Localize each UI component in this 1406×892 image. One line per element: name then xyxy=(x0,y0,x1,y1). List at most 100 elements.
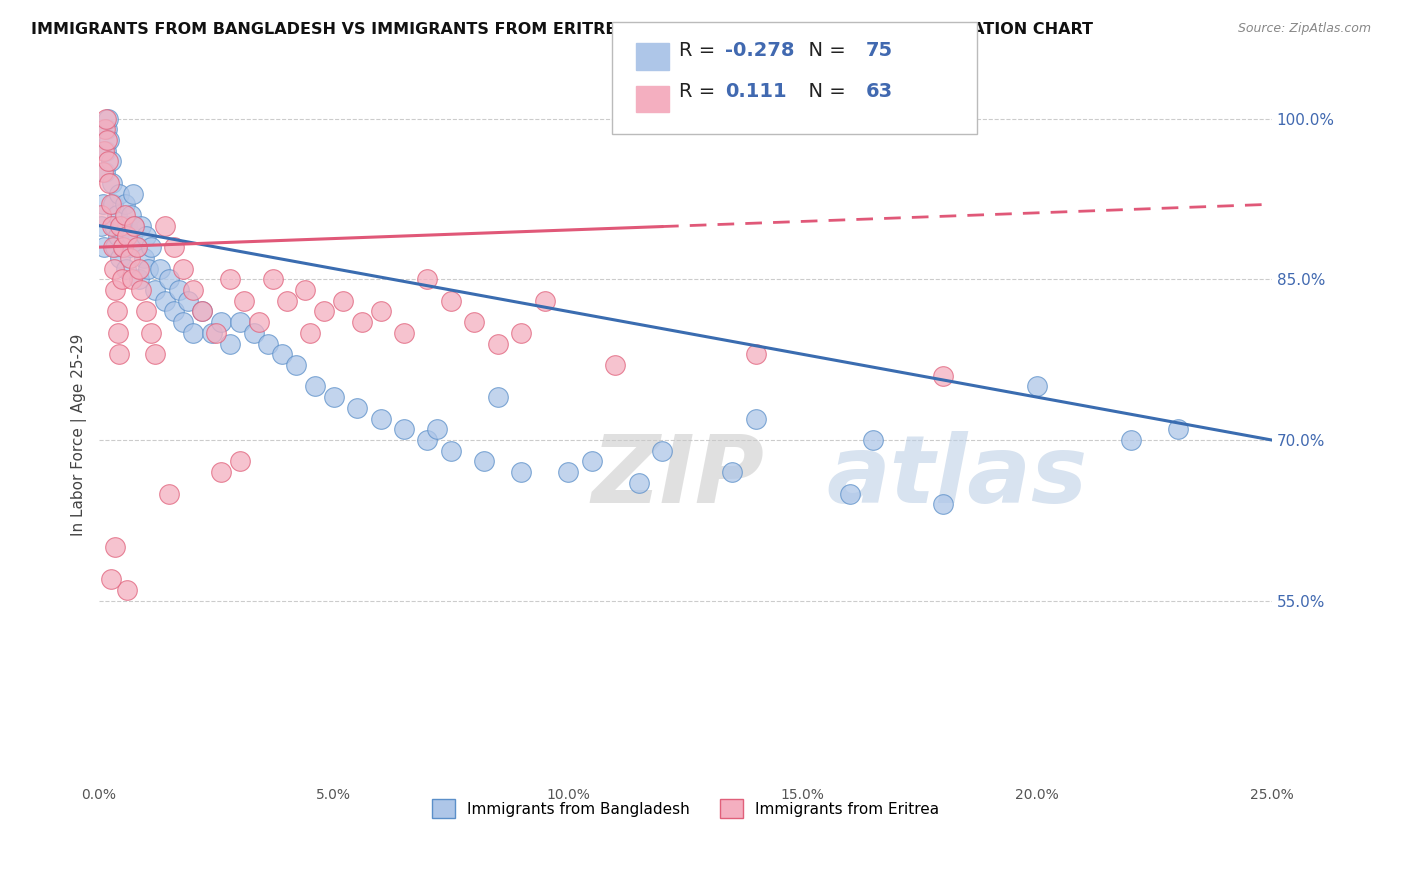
Point xyxy=(129,283,152,297)
Point xyxy=(114,197,136,211)
Text: atlas: atlas xyxy=(827,431,1087,523)
Point xyxy=(115,229,138,244)
Point xyxy=(101,197,124,211)
Point xyxy=(229,315,252,329)
Point xyxy=(157,486,180,500)
Point xyxy=(100,197,122,211)
Point xyxy=(486,336,509,351)
Point xyxy=(1121,433,1143,447)
Point xyxy=(97,154,120,169)
Point xyxy=(94,112,117,126)
Point xyxy=(209,315,232,329)
Point xyxy=(472,454,495,468)
Point xyxy=(98,133,121,147)
Point xyxy=(173,261,195,276)
Point xyxy=(233,293,256,308)
Point xyxy=(129,219,152,233)
Point xyxy=(191,304,214,318)
Point xyxy=(121,272,143,286)
Point xyxy=(163,304,186,318)
Point xyxy=(370,304,392,318)
Point xyxy=(1167,422,1189,436)
Point xyxy=(209,465,232,479)
Point xyxy=(121,229,143,244)
Point xyxy=(93,144,115,158)
Point xyxy=(93,122,115,136)
Text: Source: ZipAtlas.com: Source: ZipAtlas.com xyxy=(1237,22,1371,36)
Point xyxy=(101,219,124,233)
Point xyxy=(271,347,294,361)
Point xyxy=(603,358,626,372)
Point xyxy=(322,390,344,404)
Point xyxy=(294,283,316,297)
Point xyxy=(510,465,533,479)
Point xyxy=(118,251,141,265)
Point xyxy=(107,326,129,340)
Point xyxy=(110,219,132,233)
Point xyxy=(111,240,134,254)
Point xyxy=(440,443,463,458)
Point xyxy=(304,379,326,393)
Point xyxy=(247,315,270,329)
Text: N =: N = xyxy=(796,41,852,60)
Point xyxy=(128,261,150,276)
Point xyxy=(426,422,449,436)
Point xyxy=(157,272,180,286)
Point xyxy=(132,251,155,265)
Point xyxy=(139,240,162,254)
Point xyxy=(862,433,884,447)
Point xyxy=(581,454,603,468)
Point xyxy=(370,411,392,425)
Point xyxy=(122,219,145,233)
Point xyxy=(90,208,112,222)
Point xyxy=(107,186,129,201)
Text: -0.278: -0.278 xyxy=(725,41,794,60)
Point xyxy=(285,358,308,372)
Point xyxy=(229,454,252,468)
Point xyxy=(135,304,157,318)
Point xyxy=(143,283,166,297)
Point xyxy=(392,422,415,436)
Point xyxy=(173,315,195,329)
Point xyxy=(932,368,955,383)
Point xyxy=(100,154,122,169)
Point xyxy=(110,272,132,286)
Point xyxy=(114,208,136,222)
Point xyxy=(838,486,860,500)
Point xyxy=(167,283,190,297)
Point xyxy=(932,497,955,511)
Point xyxy=(104,283,127,297)
Point xyxy=(153,293,176,308)
Point xyxy=(101,176,124,190)
Point xyxy=(108,251,131,265)
Point xyxy=(93,240,115,254)
Point xyxy=(115,219,138,233)
Point xyxy=(314,304,336,318)
Point xyxy=(416,272,439,286)
Point xyxy=(143,347,166,361)
Y-axis label: In Labor Force | Age 25-29: In Labor Force | Age 25-29 xyxy=(72,334,87,536)
Point xyxy=(299,326,322,340)
Point xyxy=(163,240,186,254)
Point xyxy=(128,272,150,286)
Point xyxy=(350,315,373,329)
Point xyxy=(219,272,242,286)
Text: ZIP: ZIP xyxy=(592,431,765,523)
Point xyxy=(121,186,143,201)
Point xyxy=(96,133,118,147)
Point xyxy=(105,304,128,318)
Point xyxy=(93,165,115,179)
Point xyxy=(103,261,125,276)
Point xyxy=(1026,379,1049,393)
Point xyxy=(115,583,138,598)
Point xyxy=(90,219,112,233)
Point xyxy=(91,197,114,211)
Point xyxy=(416,433,439,447)
Point xyxy=(721,465,744,479)
Point xyxy=(745,411,768,425)
Point xyxy=(153,219,176,233)
Point xyxy=(107,229,129,244)
Point xyxy=(125,240,148,254)
Point xyxy=(118,240,141,254)
Point xyxy=(136,261,159,276)
